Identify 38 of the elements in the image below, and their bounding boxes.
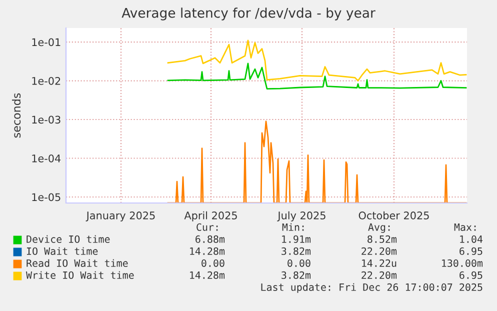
text: 6.95 bbox=[460, 247, 482, 255]
line-series bbox=[167, 40, 467, 82]
text: 14.28m bbox=[190, 271, 225, 279]
x-tick-label: April 2025 bbox=[184, 211, 237, 222]
text: Avg: bbox=[368, 223, 390, 233]
text: 130.00m bbox=[442, 259, 483, 267]
y-tick-label: 1e-03 bbox=[32, 116, 60, 124]
y-tick-label: 1e-05 bbox=[32, 193, 60, 202]
text: 14.22u bbox=[362, 259, 396, 267]
line-series bbox=[167, 62, 467, 90]
text: Max: bbox=[454, 223, 476, 231]
text: Last update: Fri Dec 26 17:00:07 2025 bbox=[261, 283, 482, 293]
y-tick-label: 1e-01 bbox=[32, 38, 60, 46]
text: 6.95 bbox=[460, 271, 482, 279]
y-tick-label: 1e-02 bbox=[32, 76, 60, 85]
legend-label: IO Wait time bbox=[26, 247, 98, 255]
text: 3.82m bbox=[282, 247, 311, 255]
text: 6.88m bbox=[196, 235, 225, 243]
legend-label: Write IO Wait time bbox=[26, 271, 134, 279]
text: 0.00 bbox=[288, 259, 310, 267]
y-tick-label: 1e-04 bbox=[32, 154, 61, 162]
text: 8.52m bbox=[368, 235, 397, 243]
text: 22.20m bbox=[362, 271, 397, 279]
y-axis-title: seconds bbox=[12, 93, 21, 138]
text: 1.91m bbox=[282, 235, 311, 243]
chart-title: Average latency for /dev/vda - by year bbox=[122, 8, 376, 20]
text: 0.00 bbox=[202, 259, 224, 267]
x-tick-label: January 2025 bbox=[86, 212, 155, 222]
legend-label: Device IO time bbox=[26, 235, 110, 243]
x-tick-label: July 2025 bbox=[277, 211, 326, 222]
text: Cur: bbox=[196, 223, 218, 231]
x-tick-label: October 2025 bbox=[358, 211, 429, 220]
text: 3.82m bbox=[282, 271, 311, 279]
legend-label: Read IO Wait time bbox=[26, 259, 128, 267]
text: 14.28m bbox=[190, 247, 225, 255]
text: Min: bbox=[282, 223, 304, 231]
text: 22.20m bbox=[362, 247, 397, 255]
text: 1.04 bbox=[460, 235, 483, 243]
